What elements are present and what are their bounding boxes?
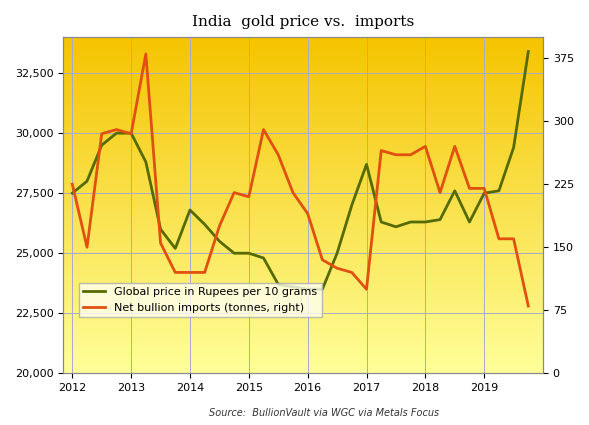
Text: Source:  BullionVault via WGC via Metals Focus: Source: BullionVault via WGC via Metals … — [209, 408, 439, 419]
Legend: Global price in Rupees per 10 grams, Net bullion imports (tonnes, right): Global price in Rupees per 10 grams, Net… — [78, 283, 322, 317]
Title: India  gold price vs.  imports: India gold price vs. imports — [192, 15, 415, 29]
